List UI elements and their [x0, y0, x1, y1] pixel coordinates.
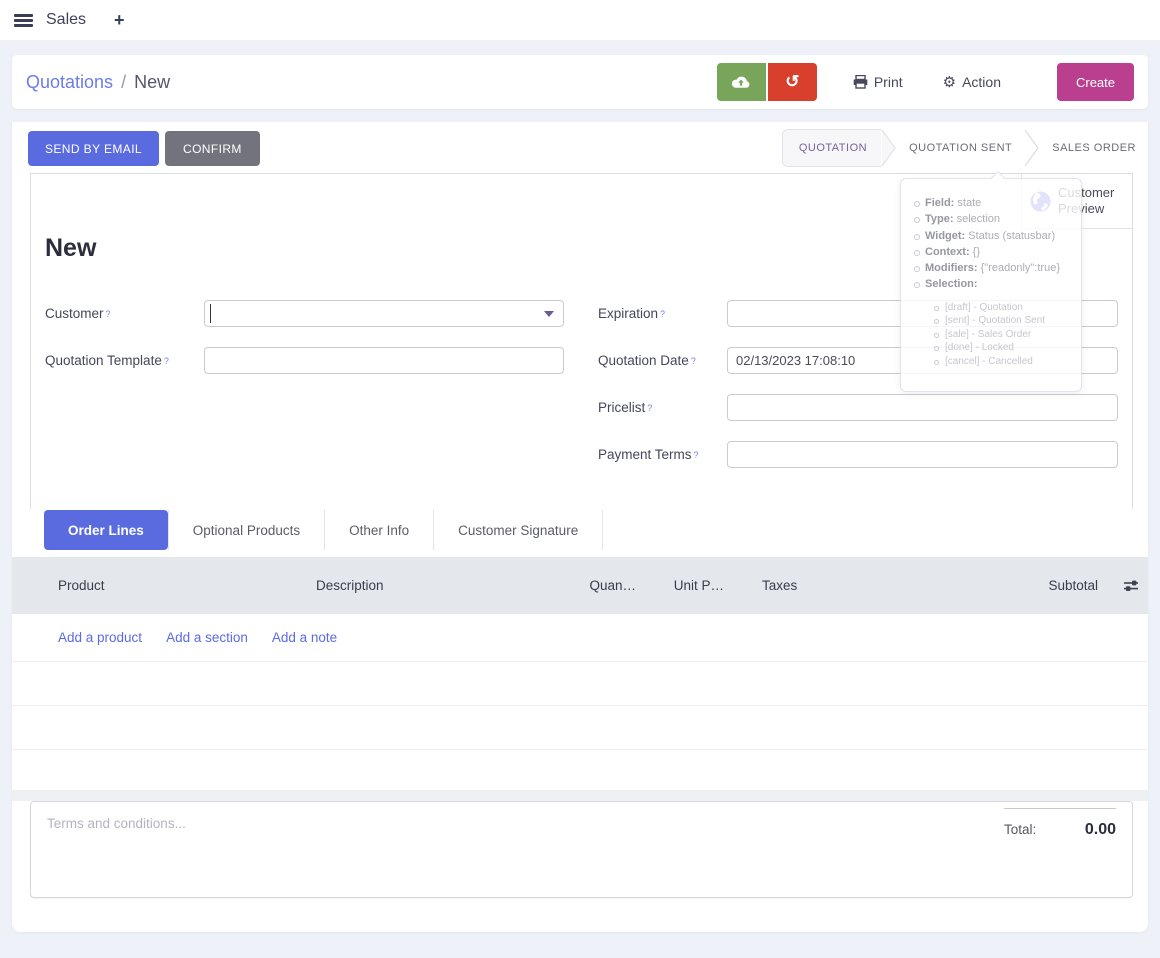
field-label-customer: Customer? [45, 306, 111, 321]
menu-hamburger-icon[interactable] [14, 13, 33, 27]
breadcrumb-quotations[interactable]: Quotations [26, 71, 114, 92]
form-view: SEND BY EMAIL CONFIRM QUOTATION QUOTATIO… [12, 122, 1148, 932]
terms-and-conditions-input[interactable] [47, 816, 747, 886]
cloud-upload-icon [731, 75, 751, 90]
field-label-quotation-template: Quotation Template? [45, 353, 169, 368]
empty-row [12, 706, 1148, 750]
column-quantity[interactable]: Quan… [589, 578, 636, 593]
column-product[interactable]: Product [58, 578, 105, 593]
print-button[interactable]: Print [853, 74, 903, 90]
save-cloud-button[interactable] [716, 63, 766, 101]
field-label-payment-terms: Payment Terms? [598, 447, 699, 462]
tab-customer-signature[interactable]: Customer Signature [434, 510, 604, 550]
tab-order-lines[interactable]: Order Lines [44, 510, 168, 550]
action-label: Action [962, 74, 1001, 90]
total-label: Total: [1004, 822, 1037, 837]
tab-other-info[interactable]: Other Info [325, 510, 435, 550]
breadcrumb-current: New [134, 71, 171, 92]
undo-icon: ↺ [785, 72, 800, 91]
column-unit-price[interactable]: Unit P… [673, 578, 724, 593]
status-step-sales-order[interactable]: SALES ORDER [1052, 142, 1136, 154]
order-lines-header: Product Description Quan… Unit P… Taxes … [12, 557, 1148, 614]
dropdown-caret-icon[interactable] [544, 311, 554, 317]
create-button[interactable]: Create [1057, 63, 1134, 101]
breadcrumb-separator: / [121, 71, 127, 92]
tab-optional-products[interactable]: Optional Products [167, 510, 326, 550]
order-lines-body: Add a product Add a section Add a note [12, 614, 1148, 791]
chevron-separator-icon [881, 129, 896, 167]
help-marker[interactable]: ? [690, 355, 696, 366]
printer-icon [853, 75, 868, 89]
quotation-date-input[interactable] [727, 347, 1118, 374]
help-marker[interactable]: ? [693, 449, 699, 460]
plus-icon[interactable]: + [114, 10, 125, 30]
field-label-pricelist: Pricelist? [598, 400, 653, 415]
breadcrumb: Quotations / New [26, 72, 170, 93]
status-step-quotation-sent[interactable]: QUOTATION SENT [909, 142, 1013, 154]
terms-totals-card: Total: 0.00 [30, 801, 1133, 898]
payment-terms-input[interactable] [727, 441, 1118, 468]
add-a-product-link[interactable]: Add a product [58, 630, 143, 645]
customer-preview-button[interactable]: Customer Preview [1021, 174, 1132, 229]
help-marker[interactable]: ? [660, 308, 666, 319]
notebook-tabs: Order Lines Optional Products Other Info… [44, 510, 604, 550]
form-sheet: Customer Preview New Customer? Quotation… [30, 173, 1133, 509]
add-a-section-link[interactable]: Add a section [166, 630, 248, 645]
field-label-quotation-date: Quotation Date? [598, 353, 696, 368]
help-marker[interactable]: ? [163, 355, 169, 366]
empty-row [12, 750, 1148, 791]
confirm-button[interactable]: CONFIRM [165, 131, 260, 166]
quotation-template-input[interactable] [204, 347, 564, 374]
discard-button[interactable]: ↺ [767, 63, 817, 101]
status-step-quotation[interactable]: QUOTATION [781, 129, 882, 167]
text-caret [210, 304, 211, 323]
action-button[interactable]: ⚙ Action [943, 73, 1001, 91]
column-subtotal[interactable]: Subtotal [1048, 578, 1098, 593]
empty-row [12, 662, 1148, 706]
pricelist-input[interactable] [727, 394, 1118, 421]
total-value: 0.00 [1084, 821, 1116, 838]
record-title: New [45, 234, 97, 262]
expiration-input[interactable] [727, 300, 1118, 327]
column-taxes[interactable]: Taxes [762, 578, 798, 593]
app-name[interactable]: Sales [46, 11, 87, 28]
add-links-row: Add a product Add a section Add a note [12, 614, 1148, 662]
statusbar: QUOTATION QUOTATION SENT SALES ORDER [781, 129, 1148, 167]
table-footer-strip [12, 791, 1148, 801]
customer-input[interactable] [204, 300, 564, 327]
control-panel: Quotations / New ↺ Print [12, 55, 1148, 109]
customer-preview-label: Customer Preview [1058, 185, 1115, 216]
help-marker[interactable]: ? [105, 308, 111, 319]
add-a-note-link[interactable]: Add a note [271, 630, 338, 645]
gear-icon: ⚙ [942, 74, 957, 91]
send-by-email-button[interactable]: SEND BY EMAIL [28, 131, 160, 166]
column-description[interactable]: Description [316, 578, 384, 593]
help-marker[interactable]: ? [647, 402, 653, 413]
chevron-separator-icon [1024, 129, 1039, 167]
totals-block: Total: 0.00 [1004, 808, 1116, 839]
top-navbar: Sales + [0, 0, 1160, 41]
optional-columns-sliders-icon[interactable] [1114, 579, 1148, 592]
globe-icon [1030, 191, 1051, 212]
print-label: Print [873, 74, 903, 90]
statusbar-row: SEND BY EMAIL CONFIRM QUOTATION QUOTATIO… [12, 122, 1148, 174]
header-actions: ↺ Print ⚙ Action Create [716, 63, 1134, 101]
field-label-expiration: Expiration? [598, 306, 666, 321]
